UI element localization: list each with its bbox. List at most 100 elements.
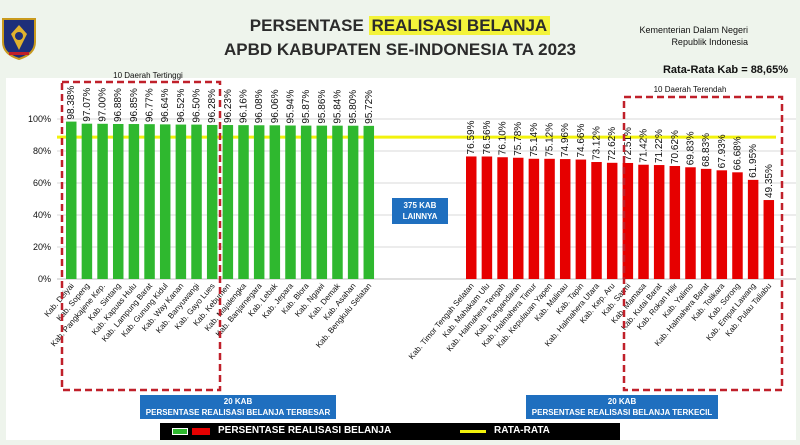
highest-bar: [191, 124, 202, 279]
bottom10-frame: [622, 95, 784, 392]
bottom10-annotation: 10 Daerah Terendah: [654, 85, 727, 94]
lowest-value-label: 72.51%: [623, 127, 634, 161]
lowest-value-label: 66.68%: [732, 136, 743, 170]
lowest-bar: [747, 179, 759, 279]
highest-value-label: 95.86%: [317, 90, 328, 124]
highest-value-label: 95.94%: [285, 89, 296, 123]
lowest-bar: [653, 165, 665, 279]
highest-box-line-2: PERSENTASE REALISASI BELANJA TERBESAR: [145, 408, 331, 417]
lowest-bar: [732, 172, 743, 279]
chart-title: PERSENTASE REALISASI BELANJA: [0, 16, 800, 36]
highest-bar: [300, 125, 312, 279]
lowest-box-line-1: 20 KAB: [607, 397, 637, 406]
average-value-label: Rata-Rata Kab = 88,65%: [662, 64, 788, 76]
ministry-emblem-icon: [2, 18, 36, 60]
lowest-bar: [685, 167, 696, 279]
ministry-name: Kementerian Dalam Negeri Republik Indone…: [639, 24, 748, 48]
highest-bar: [144, 124, 155, 279]
lowest-value-label: 74.66%: [576, 124, 587, 158]
lowest-value-label: 72.62%: [607, 127, 618, 161]
lowest-bar: [669, 166, 681, 279]
highest-value-label: 95.87%: [301, 90, 312, 124]
lowest-value-label: 75.12%: [545, 123, 556, 157]
lowest-bar: [606, 162, 618, 279]
lowest-bar: [622, 162, 634, 279]
highest-bar: [159, 124, 171, 279]
y-tick-label: 20%: [33, 242, 51, 252]
lowest-bar: [497, 157, 508, 279]
lowest-box-line-2: PERSENTASE REALISASI BELANJA TERKECIL: [531, 408, 713, 417]
y-tick-label: 0%: [38, 274, 51, 284]
lowest-bar: [575, 159, 587, 279]
chart-subtitle: APBD KABUPATEN SE-INDONESIA TA 2023: [223, 40, 576, 59]
highest-bar: [269, 125, 281, 279]
others-line-2: LAINNYA: [402, 212, 438, 221]
highest-value-label: 98.38%: [66, 86, 77, 120]
highest-value-label: 97.00%: [98, 88, 109, 122]
highest-bar: [316, 125, 328, 280]
highest-bar: [332, 125, 343, 279]
legend-series-label: PERSENTASE REALISASI BELANJA: [218, 425, 392, 436]
legend-average-label: RATA-RATA: [494, 425, 550, 436]
lowest-bar: [638, 164, 649, 279]
y-tick-label: 80%: [33, 146, 51, 156]
y-tick-label: 100%: [28, 114, 51, 124]
lowest-value-label: 76.59%: [466, 120, 477, 154]
lowest-value-label: 75.78%: [513, 122, 524, 156]
highest-summary-box: 20 KAB PERSENTASE REALISASI BELANJA TERB…: [140, 395, 336, 419]
highest-value-label: 95.72%: [364, 90, 375, 124]
highest-value-label: 96.28%: [207, 89, 218, 123]
lowest-bar: [700, 168, 712, 279]
top10-annotation: 10 Daerah Tertinggi: [113, 71, 183, 80]
lowest-value-label: 69.83%: [685, 131, 696, 165]
others-line-1: 375 KAB: [403, 201, 437, 210]
highest-value-label: 95.80%: [348, 90, 359, 124]
lowest-bar: [481, 156, 493, 279]
lowest-bar: [512, 157, 524, 279]
ministry-line-1: Kementerian Dalam Negeri: [639, 25, 748, 35]
highest-value-label: 96.64%: [160, 88, 171, 122]
y-tick-label: 40%: [33, 210, 51, 220]
lowest-bars: [466, 156, 775, 279]
lowest-value-label: 70.62%: [670, 130, 681, 164]
highest-bar: [253, 125, 265, 279]
y-tick-label: 60%: [33, 178, 51, 188]
highest-value-label: 96.06%: [270, 89, 281, 123]
highest-box-line-1: 20 KAB: [223, 397, 253, 406]
highest-bar: [81, 123, 93, 279]
highest-value-label: 96.08%: [254, 89, 265, 123]
lowest-summary-box: 20 KAB PERSENTASE REALISASI BELANJA TERK…: [526, 395, 718, 419]
highest-bar: [112, 123, 124, 279]
lowest-bar: [528, 158, 540, 279]
legend-red-swatch: [192, 428, 210, 435]
top10-frame: [60, 80, 222, 392]
legend-green-swatch: [172, 428, 188, 435]
highest-bar: [222, 125, 234, 279]
lowest-value-label: 76.10%: [498, 121, 509, 155]
highest-value-label: 96.52%: [176, 89, 187, 123]
lowest-bar: [559, 159, 571, 279]
highest-value-label: 96.50%: [192, 89, 203, 123]
lowest-bar: [763, 200, 775, 279]
highest-bar: [66, 121, 77, 279]
legend-average-line: [460, 430, 486, 433]
highest-value-label: 95.84%: [332, 90, 343, 124]
lowest-value-label: 73.12%: [592, 126, 603, 160]
highest-value-label: 96.23%: [223, 89, 234, 123]
lowest-bar: [591, 162, 602, 279]
lowest-bar: [716, 170, 728, 279]
highest-bar: [285, 125, 296, 279]
lowest-value-label: 61.95%: [748, 144, 759, 178]
lowest-category-label: Kab. Timor Tengah Selatan: [407, 282, 476, 362]
lowest-value-label: 75.14%: [529, 123, 540, 157]
lowest-value-label: 67.93%: [717, 134, 728, 168]
highest-bar: [128, 124, 140, 279]
highest-bar: [97, 123, 108, 279]
lowest-bar: [466, 156, 477, 279]
highest-value-label: 96.77%: [145, 88, 156, 122]
highest-value-label: 96.85%: [129, 88, 140, 122]
lowest-value-label: 76.56%: [482, 120, 493, 154]
data-labels: 98.38% 97.07% 97.00% 96.88% 96.85% 96.77% 96.6…: [66, 86, 775, 198]
highest-bar: [363, 125, 375, 280]
